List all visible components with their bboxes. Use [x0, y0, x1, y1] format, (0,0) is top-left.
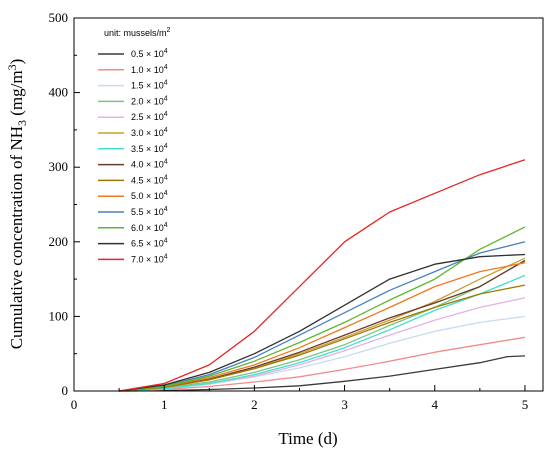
legend-label-base: 4.0 × 10 — [131, 160, 164, 170]
legend-label-exp: 4 — [164, 206, 168, 213]
x-tick-label: 1 — [161, 397, 168, 412]
legend-label: 3.5 × 104 — [131, 143, 168, 154]
legend-label-base: 6.0 × 10 — [131, 223, 164, 233]
legend-label-base: 5.0 × 10 — [131, 191, 164, 201]
legend-label: 2.5 × 104 — [131, 111, 168, 122]
legend-label-base: 3.0 × 10 — [131, 128, 164, 138]
legend-label-exp: 4 — [164, 238, 168, 245]
legend-label: 1.5 × 104 — [131, 80, 168, 91]
y-tick-label: 300 — [49, 159, 69, 174]
legend-label-base: 0.5 × 10 — [131, 49, 164, 59]
legend-title: unit: mussels/m2 — [104, 27, 171, 38]
series-line-9 — [119, 284, 526, 392]
series-line-12 — [119, 226, 526, 392]
legend-label: 4.5 × 104 — [131, 174, 168, 185]
legend-label-exp: 4 — [164, 253, 168, 260]
y-axis-title-prefix: Cumulative concentration of NH — [7, 126, 26, 349]
x-tick-label: 3 — [341, 397, 348, 412]
legend-label-exp: 4 — [164, 48, 168, 55]
y-tick-label: 400 — [49, 85, 69, 100]
legend-title-text: unit: mussels/m — [104, 28, 167, 38]
series-line-14 — [118, 159, 526, 392]
legend-label-base: 2.0 × 10 — [131, 96, 164, 106]
legend-label-exp: 4 — [164, 222, 168, 229]
legend-label-base: 7.0 × 10 — [131, 254, 164, 264]
legend-label-exp: 4 — [164, 143, 168, 150]
legend-label: 6.5 × 104 — [131, 238, 168, 249]
legend-label-exp: 4 — [164, 111, 168, 118]
legend-label-exp: 4 — [164, 80, 168, 87]
y-axis-title-suffix: ) — [7, 59, 26, 65]
series-line-3 — [119, 315, 526, 392]
x-ticks: 0 1 2 3 4 5 — [71, 385, 528, 412]
y-tick-label: 0 — [62, 383, 69, 398]
series-group — [118, 159, 526, 392]
legend-label-base: 3.5 × 10 — [131, 144, 164, 154]
legend-label: 0.5 × 104 — [131, 48, 168, 59]
y-axis-title-sup: 3 — [5, 64, 19, 70]
y-ticks: 0 100 200 300 400 500 — [49, 10, 80, 398]
y-tick-label: 100 — [49, 308, 69, 323]
x-axis-title: Time (d) — [278, 429, 337, 448]
y-axis-title-mid: (mg/m — [7, 70, 26, 120]
legend-label: 5.5 × 104 — [131, 206, 168, 217]
series-line-10 — [119, 262, 526, 392]
legend-label: 5.0 × 104 — [131, 190, 168, 201]
legend-label: 1.0 × 104 — [131, 64, 168, 75]
legend-label-exp: 4 — [164, 159, 168, 166]
legend-label-exp: 4 — [164, 95, 168, 102]
series-line-4 — [119, 259, 526, 392]
x-tick-label: 4 — [432, 397, 439, 412]
legend-label-base: 2.5 × 10 — [131, 112, 164, 122]
series-line-11 — [119, 241, 526, 392]
legend-label-exp: 4 — [164, 174, 168, 181]
legend-label-base: 5.5 × 10 — [131, 207, 164, 217]
legend-label-exp: 4 — [164, 190, 168, 197]
legend-label-exp: 4 — [164, 127, 168, 134]
legend-label-base: 6.5 × 10 — [131, 239, 164, 249]
legend-label: 2.0 × 104 — [131, 95, 168, 106]
y-tick-label: 500 — [49, 10, 69, 25]
series-line-1 — [119, 355, 526, 392]
legend-label-base: 4.5 × 10 — [131, 175, 164, 185]
legend-title-sup: 2 — [167, 27, 171, 34]
y-axis-title-sub: 3 — [15, 120, 29, 126]
series-line-2 — [119, 336, 526, 392]
x-tick-label: 0 — [71, 397, 78, 412]
legend-label: 4.0 × 104 — [131, 159, 168, 170]
legend-label: 3.0 × 104 — [131, 127, 168, 138]
legend-label: 7.0 × 104 — [131, 253, 168, 264]
legend-label-exp: 4 — [164, 64, 168, 71]
y-axis-title: Cumulative concentration of NH3 (mg/m3) — [5, 59, 29, 350]
x-tick-label: 5 — [522, 397, 529, 412]
legend-label: 6.0 × 104 — [131, 222, 168, 233]
series-line-13 — [119, 253, 526, 392]
y-tick-label: 200 — [49, 234, 69, 249]
series-line-7 — [119, 274, 526, 392]
legend-label-base: 1.0 × 10 — [131, 65, 164, 75]
legend-label-base: 1.5 × 10 — [131, 81, 164, 91]
x-tick-label: 2 — [251, 397, 258, 412]
